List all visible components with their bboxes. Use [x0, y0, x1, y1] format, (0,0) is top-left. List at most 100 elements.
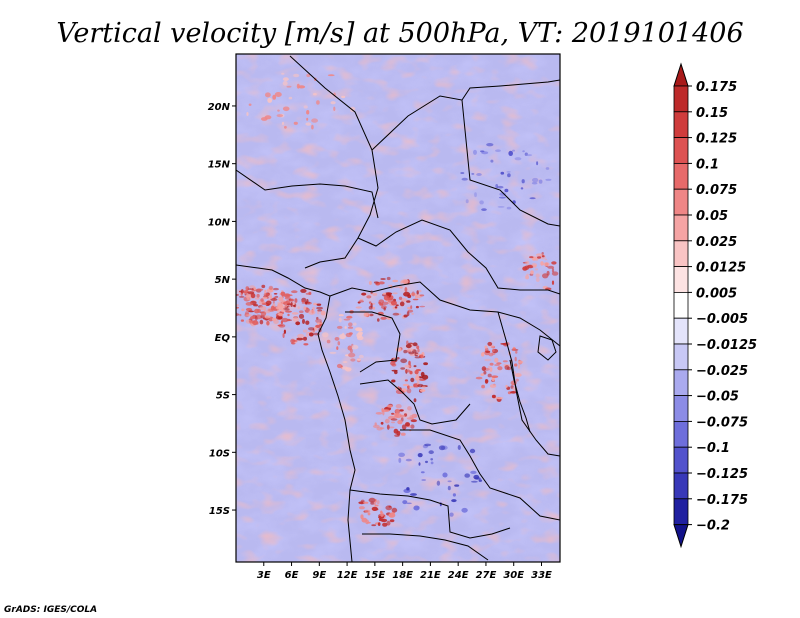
- field-speckle: [515, 350, 518, 354]
- field-speckle: [295, 321, 301, 326]
- field-speckle: [278, 296, 284, 302]
- field-speckle: [544, 258, 548, 261]
- field-speckle: [239, 313, 242, 317]
- field-speckle: [383, 295, 390, 301]
- field-speckle: [542, 273, 549, 279]
- field-speckle: [417, 453, 423, 458]
- field-speckle: [403, 291, 411, 297]
- field-speckle: [416, 345, 420, 350]
- x-tick-label: 15E: [364, 570, 385, 581]
- field-speckle: [355, 327, 363, 332]
- field-speckle: [551, 267, 555, 273]
- field-speckle: [481, 208, 487, 212]
- field-speckle: [415, 353, 422, 356]
- field-speckle: [473, 149, 477, 155]
- field-speckle: [494, 364, 501, 366]
- field-speckle: [380, 316, 387, 320]
- field-speckle: [449, 512, 454, 517]
- y-tick-label: 10N: [208, 217, 231, 228]
- field-speckle: [253, 287, 257, 290]
- field-speckle: [535, 273, 540, 278]
- y-tick-label: 10S: [209, 448, 230, 459]
- field-speckle: [514, 373, 522, 378]
- field-speckle: [422, 374, 429, 380]
- field-speckle: [347, 326, 354, 329]
- field-speckle: [406, 340, 409, 345]
- field-speckle: [474, 192, 477, 198]
- convective-hotspots: [236, 72, 559, 527]
- field-speckle: [408, 360, 411, 366]
- field-speckle: [404, 287, 408, 293]
- colorbar-segment: [673, 446, 689, 474]
- field-speckle: [385, 505, 393, 511]
- field-speckle: [361, 292, 367, 296]
- credit-text: GrADS: IGES/COLA: [4, 605, 97, 615]
- field-speckle: [514, 363, 518, 367]
- field-speckle: [316, 322, 324, 325]
- field-speckle: [497, 366, 503, 371]
- field-speckle: [417, 348, 420, 353]
- field-speckle: [342, 361, 348, 363]
- field-speckle: [308, 309, 316, 315]
- field-speckle: [496, 397, 504, 400]
- field-speckle: [522, 266, 528, 271]
- field-speckle: [413, 383, 416, 388]
- x-tick-label: 33E: [531, 570, 552, 581]
- field-speckle: [305, 320, 310, 325]
- colorbar-label: −0.05: [696, 390, 739, 405]
- field-speckle: [395, 389, 404, 395]
- field-speckle: [290, 302, 293, 307]
- field-speckle: [275, 295, 279, 298]
- field-speckle: [461, 177, 468, 181]
- field-speckle: [274, 92, 282, 97]
- field-speckle: [405, 422, 410, 427]
- colorbar-segment: [673, 369, 689, 396]
- field-speckle: [488, 365, 491, 369]
- colorbar-label: −0.2: [696, 519, 730, 534]
- colorbar-label: 0.175: [696, 80, 737, 95]
- field-speckle: [287, 305, 290, 308]
- colorbar-label: 0.1: [696, 157, 719, 172]
- field-speckle: [248, 103, 252, 106]
- field-speckle: [533, 264, 537, 268]
- field-speckle: [281, 309, 285, 313]
- field-speckle: [283, 77, 289, 81]
- y-tick-label: 15S: [209, 506, 230, 517]
- chart-title: Vertical velocity [m/s] at 500hPa, VT: 2…: [56, 18, 743, 49]
- field-speckle: [292, 302, 296, 306]
- field-speckle: [294, 298, 298, 303]
- field-speckle: [474, 477, 481, 480]
- field-speckle: [388, 514, 393, 517]
- field-speckle: [489, 362, 494, 366]
- field-speckle: [502, 360, 508, 363]
- field-speckle: [319, 323, 322, 326]
- field-speckle: [376, 426, 383, 431]
- field-speckle: [508, 150, 513, 156]
- field-speckle: [412, 342, 418, 347]
- field-speckle: [402, 500, 408, 505]
- colorbar-label: −0.075: [696, 415, 748, 430]
- field-speckle: [297, 306, 300, 310]
- colorbar-label: 0.15: [696, 106, 728, 121]
- field-speckle: [414, 370, 419, 375]
- field-speckle: [406, 417, 414, 420]
- field-speckle: [489, 366, 493, 372]
- field-speckle: [353, 322, 357, 326]
- field-speckle: [471, 480, 478, 483]
- colorbar-label: 0.125: [696, 132, 737, 147]
- field-speckle: [410, 305, 413, 309]
- field-speckle: [316, 100, 320, 105]
- field-speckle: [248, 320, 256, 324]
- field-speckle: [358, 354, 364, 359]
- field-speckle: [512, 149, 515, 152]
- field-speckle: [398, 296, 403, 300]
- field-speckle: [236, 294, 239, 296]
- field-speckle: [297, 333, 305, 339]
- field-speckle: [338, 314, 344, 317]
- field-speckle: [395, 347, 402, 352]
- field-speckle: [348, 352, 356, 358]
- field-speckle: [290, 338, 296, 344]
- field-speckle: [236, 304, 239, 307]
- field-speckle: [489, 384, 497, 388]
- field-speckle: [249, 285, 256, 289]
